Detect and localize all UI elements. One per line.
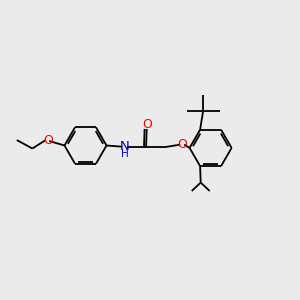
Text: O: O: [142, 118, 152, 131]
Text: H: H: [121, 149, 129, 160]
Text: N: N: [120, 140, 129, 154]
Text: O: O: [177, 138, 187, 151]
Text: O: O: [43, 134, 53, 147]
